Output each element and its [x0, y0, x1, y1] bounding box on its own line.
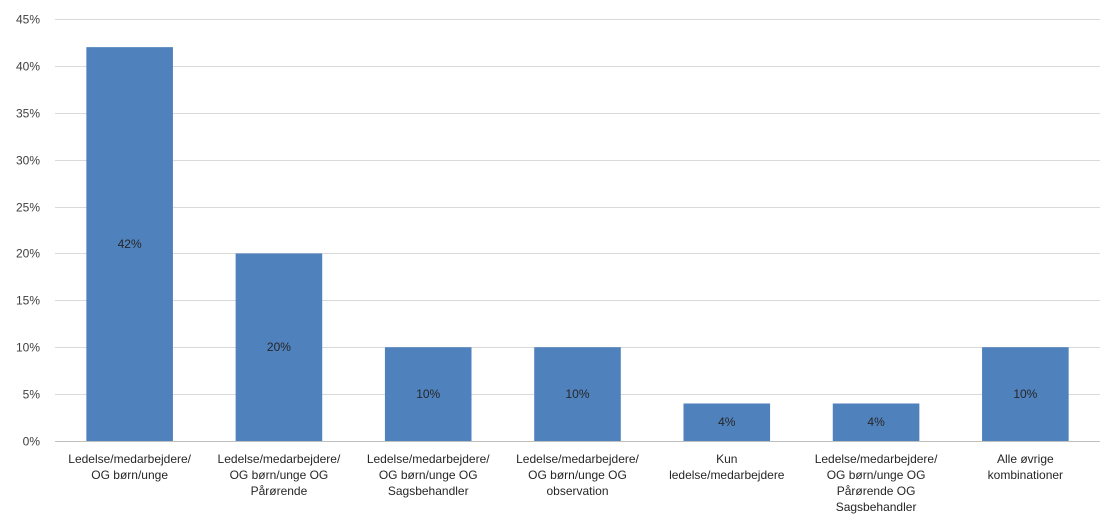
- bars: [86, 47, 1069, 442]
- category-label: Kun ledelse/medarbejdere: [669, 452, 785, 482]
- data-label: 10%: [416, 387, 440, 401]
- y-tick-label: 45%: [16, 13, 40, 27]
- data-label: 10%: [1013, 387, 1037, 401]
- y-tick-label: 30%: [16, 154, 40, 168]
- y-tick-label: 25%: [16, 201, 40, 215]
- category-label-line: OG børn/unge: [91, 468, 168, 482]
- y-tick-label: 0%: [23, 435, 41, 449]
- category-label-line: ledelse/medarbejdere: [669, 468, 785, 482]
- data-label: 20%: [267, 340, 291, 354]
- category-label-line: Ledelse/medarbejdere/: [367, 452, 490, 466]
- y-tick-label: 40%: [16, 60, 40, 74]
- data-label: 4%: [867, 415, 885, 429]
- bar: [86, 47, 173, 442]
- bar: [534, 347, 621, 441]
- category-label-line: Ledelse/medarbejdere/: [218, 452, 341, 466]
- category-label: Ledelse/medarbejdere/OG børn/unge OG Pårø…: [815, 452, 938, 514]
- category-label-line: observation: [546, 484, 608, 498]
- category-label: Ledelse/medarbejdere/OG børn/unge OG obse…: [516, 452, 639, 498]
- y-tick-label: 5%: [23, 388, 41, 402]
- category-label: Alle øvrige kombinationer: [988, 452, 1063, 482]
- category-label-line: Pårørende: [251, 484, 308, 498]
- category-label-line: OG børn/unge OG: [379, 468, 478, 482]
- category-label-line: Sagsbehandler: [836, 500, 917, 514]
- category-label-line: Ledelse/medarbejdere/: [815, 452, 938, 466]
- bar: [982, 347, 1069, 441]
- y-tick-label: 15%: [16, 294, 40, 308]
- category-label-line: Alle øvrige: [997, 452, 1054, 466]
- data-label: 42%: [118, 237, 142, 251]
- data-label: 10%: [565, 387, 589, 401]
- category-label-line: Sagsbehandler: [388, 484, 469, 498]
- category-label-line: Ledelse/medarbejdere/: [68, 452, 191, 466]
- category-label-line: Ledelse/medarbejdere/: [516, 452, 639, 466]
- category-label-line: Pårørende OG: [837, 484, 916, 498]
- data-labels: 42% 20% 10% 10% 4% 4% 10%: [118, 237, 1038, 429]
- category-label: Ledelse/medarbejdere/OG børn/unge OG Pårø…: [218, 452, 341, 498]
- y-tick-label: 20%: [16, 247, 40, 261]
- category-label: Ledelse/medarbejdere/OG børn/unge: [68, 452, 191, 482]
- bar: [384, 347, 472, 441]
- y-tick-label: 35%: [16, 107, 40, 121]
- category-label-line: Kun: [716, 452, 737, 466]
- bar: [683, 403, 771, 441]
- category-label-line: OG børn/unge OG: [230, 468, 329, 482]
- category-labels: Ledelse/medarbejdere/OG børn/ungeLedelse…: [68, 452, 1063, 514]
- category-label-line: OG børn/unge OG: [827, 468, 926, 482]
- bar: [235, 253, 323, 441]
- y-tick-label: 10%: [16, 341, 40, 355]
- data-label: 4%: [718, 415, 736, 429]
- gridlines: [55, 19, 1100, 395]
- bar: [832, 403, 920, 441]
- y-axis-tick-labels: 0% 5% 10% 15% 20% 25% 30% 35% 40% 45%: [16, 13, 40, 449]
- category-label-line: kombinationer: [988, 468, 1063, 482]
- category-label: Ledelse/medarbejdere/OG børn/unge OG Sags…: [367, 452, 490, 498]
- category-label-line: OG børn/unge OG: [528, 468, 627, 482]
